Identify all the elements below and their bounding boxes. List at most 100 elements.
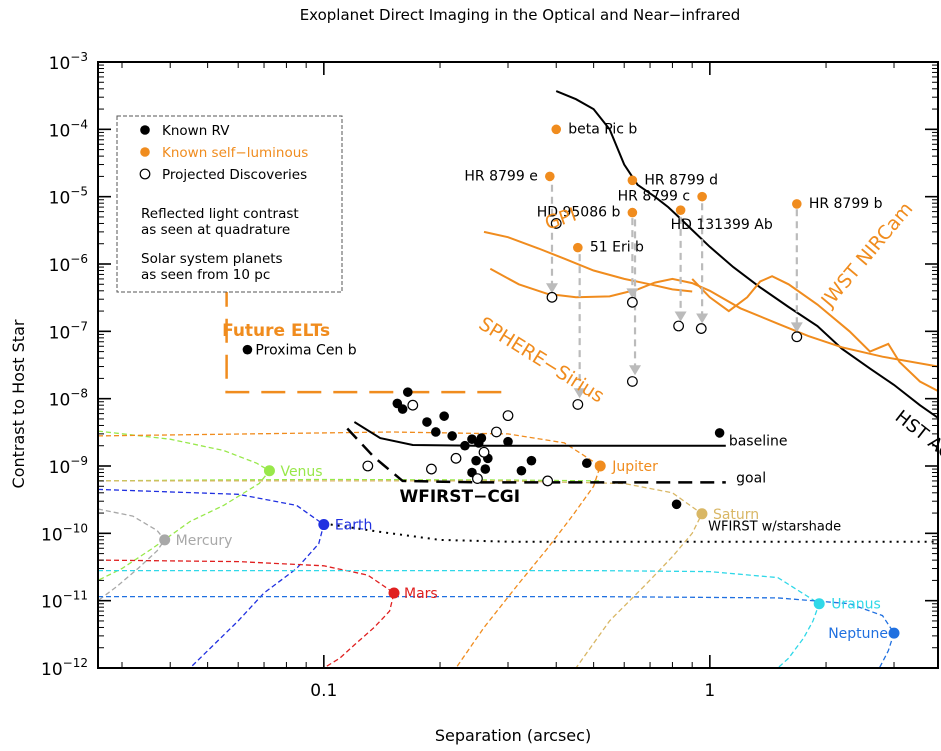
planet-earth-label: Earth (335, 518, 373, 534)
planet-neptune-label: Neptune (828, 626, 888, 642)
annotation-goal: goal (736, 470, 766, 486)
point-known-rv (714, 428, 725, 438)
projection-arrow-head (674, 311, 687, 322)
point-known-self-luminous (675, 205, 686, 215)
point-known-rv (439, 411, 449, 421)
planet-track (98, 559, 395, 668)
plot-area: 10−12 10−11 10−10 10−9 10−8 10−7 10−6 10−5 10−4 1… (41, 50, 941, 701)
planet-saturn-label: Saturn (713, 507, 759, 523)
planet-track (98, 508, 166, 602)
legend-entry-label: Known self−luminous (162, 145, 308, 161)
planet-label: 51 Eri b (590, 240, 644, 256)
point-projected-discoveries (478, 446, 490, 458)
projection-arrow-head (790, 322, 803, 333)
planet-mercury-marker (159, 534, 171, 546)
planet-label: HR 8799 e (464, 168, 537, 184)
annotation-wfirst-cgi: WFIRST−CGI (399, 487, 520, 507)
planet-mars-label: Mars (404, 586, 438, 602)
y-tick-label: 10−8 (49, 387, 88, 411)
point-known-self-luminous (627, 175, 638, 186)
legend-note: Reflected light contrast (141, 206, 299, 222)
y-tick-label: 10−3 (49, 50, 88, 74)
point-known-rv (430, 427, 441, 437)
legend-marker (140, 125, 150, 135)
planet-label: HR 8799 b (809, 196, 883, 212)
planet-mars-marker (388, 587, 400, 599)
planet-track (98, 480, 703, 668)
point-projected-discoveries (695, 323, 707, 334)
planet-track (98, 430, 271, 581)
point-projected-discoveries (542, 475, 554, 487)
y-tick-label: 10−12 (41, 656, 88, 680)
curve-future-elts (225, 246, 508, 394)
planet-track (98, 488, 325, 668)
point-known-rv (422, 417, 432, 427)
planet-uranus-marker (813, 598, 825, 610)
point-known-self-luminous (697, 191, 707, 202)
point-known-self-luminous (627, 207, 638, 218)
planet-venus-marker (263, 465, 275, 477)
point-known-rv (471, 455, 481, 466)
planet-track (98, 431, 601, 668)
proxima-cen-b-marker (242, 344, 253, 355)
annotation-future-elts: Future ELTs (222, 321, 330, 341)
projection-arrow-head (629, 365, 642, 376)
point-projected-discoveries (546, 291, 558, 303)
y-tick-label: 10−6 (49, 252, 88, 276)
point-projected-discoveries (626, 296, 638, 308)
point-projected-discoveries (550, 218, 562, 229)
projection-arrow-head (626, 288, 639, 299)
y-axis-label: Contrast to Host Star (9, 319, 28, 488)
legend-note: Solar system planets (141, 251, 283, 267)
projection-arrow-head (545, 283, 558, 294)
curve-hst-acs (555, 90, 938, 419)
point-projected-discoveries (450, 452, 462, 464)
annotation-hst-acs: HST ACS (891, 406, 941, 470)
point-known-rv (503, 436, 513, 447)
planet-uranus-label: Uranus (831, 597, 881, 613)
plot-content (98, 90, 938, 668)
y-tick-label: 10−9 (49, 454, 88, 478)
annotation-jwst-nircam: JWST NIRCam (817, 198, 918, 312)
point-known-rv (397, 404, 408, 414)
point-known-rv (447, 431, 457, 441)
curve-sphere-sirius (489, 267, 938, 368)
y-tick-label: 10−4 (49, 117, 88, 141)
legend-entry-label: Known RV (162, 123, 230, 139)
legend-box (116, 115, 343, 293)
curve-jwst-nircam (691, 275, 938, 392)
planet-saturn-marker (696, 508, 708, 520)
y-tick-label: 10−7 (49, 319, 88, 343)
legend-entry-label: Projected Discoveries (162, 167, 307, 183)
y-tick-label: 10−11 (41, 589, 88, 613)
point-known-rv (480, 464, 491, 474)
planet-jupiter-label: Jupiter (611, 459, 658, 475)
point-known-rv (402, 387, 413, 397)
planet-track (98, 595, 895, 668)
planet-neptune-marker (888, 627, 900, 639)
point-projected-discoveries (407, 399, 419, 411)
point-projected-discoveries (572, 399, 584, 410)
point-projected-discoveries (791, 331, 803, 343)
legend-note: as seen at quadrature (141, 222, 290, 238)
point-known-rv (526, 455, 537, 466)
point-known-self-luminous (573, 242, 583, 253)
point-known-self-luminous (551, 124, 562, 135)
x-axis-label: Separation (arcsec) (435, 726, 591, 745)
point-known-rv (460, 440, 470, 451)
legend-marker (140, 147, 150, 157)
planet-label: HR 8799 c (618, 189, 690, 205)
planet-track (98, 569, 820, 668)
y-tick-label: 10−5 (49, 185, 88, 209)
point-projected-discoveries (502, 410, 514, 422)
planet-label: HR 8799 d (644, 172, 718, 188)
annotation-wfirst-w-starshade: WFIRST w/starshade (708, 520, 841, 535)
point-known-self-luminous (545, 171, 555, 182)
projection-arrow-head (573, 388, 586, 399)
curve-baseline (353, 421, 726, 447)
point-projected-discoveries (626, 376, 638, 387)
annotation-proxima-cen-b: Proxima Cen b (255, 343, 356, 359)
planet-venus-label: Venus (280, 464, 322, 480)
point-known-self-luminous (792, 199, 802, 209)
